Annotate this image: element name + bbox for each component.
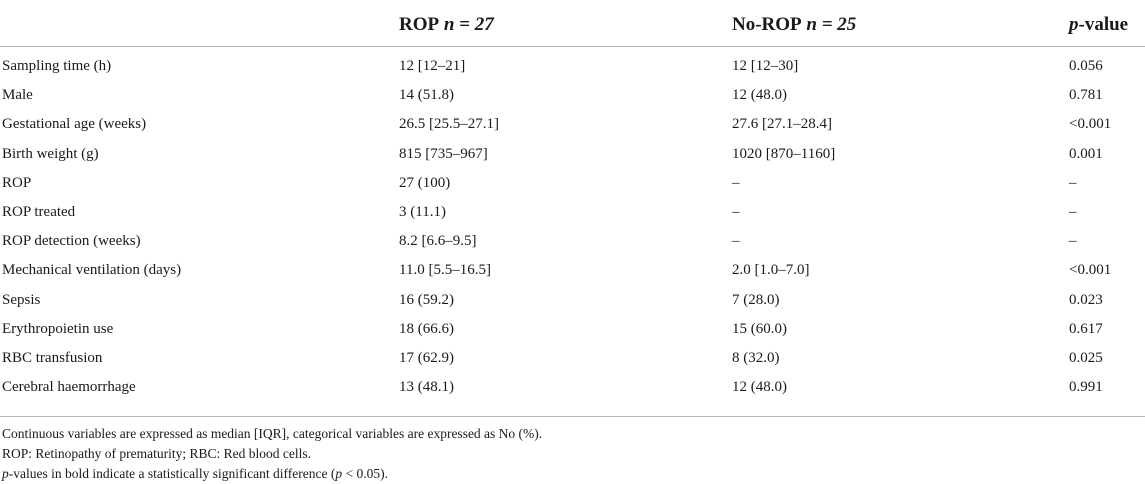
cell-no-rop: 27.6 [27.1–28.4] <box>732 116 832 133</box>
cell-p-value: – <box>1069 203 1077 220</box>
footnote-1: Continuous variables are expressed as me… <box>2 426 543 441</box>
cell-rop: 16 (59.2) <box>399 291 454 308</box>
table-row: Sepsis 16 (59.2) 7 (28.0) 0.023 <box>0 286 1145 315</box>
cell-variable: ROP detection (weeks) <box>2 233 141 250</box>
table-row: Gestational age (weeks) 26.5 [25.5–27.1] 2… <box>0 110 1145 139</box>
cell-p-value: 0.023 <box>1069 291 1103 308</box>
cell-rop: 11.0 [5.5–16.5] <box>399 262 491 279</box>
cell-variable: Erythropoietin use <box>2 320 114 337</box>
footnote-2: ROP: Retinopathy of prematurity; RBC: Re… <box>2 446 311 461</box>
cell-rop: 8.2 [6.6–9.5] <box>399 233 477 250</box>
cell-no-rop: – <box>732 203 740 220</box>
cell-no-rop: 1020 [870–1160] <box>732 145 836 162</box>
cell-rop: 18 (66.6) <box>399 320 454 337</box>
cell-no-rop: 12 (48.0) <box>732 87 787 104</box>
cell-no-rop: 2.0 [1.0–7.0] <box>732 262 810 279</box>
cell-no-rop: 12 [12–30] <box>732 58 799 74</box>
footnote-3: p-values in bold indicate a statisticall… <box>2 466 388 481</box>
cell-rop: 12 [12–21] <box>399 58 466 74</box>
cell-p-value: 0.056 <box>1069 58 1103 74</box>
cell-no-rop: – <box>732 174 740 191</box>
cell-variable: RBC transfusion <box>2 349 103 366</box>
table-header-row: ROP n = 27 No-ROP n = 25 p-value <box>0 0 1145 47</box>
cell-variable: Birth weight (g) <box>2 145 99 162</box>
cell-p-value: 0.991 <box>1069 379 1103 396</box>
cell-variable: Sampling time (h) <box>2 58 112 74</box>
table-row: Cerebral haemorrhage 13 (48.1) 12 (48.0) 0.… <box>0 373 1145 402</box>
table-body: Sampling time (h) 12 [12–21] 12 [12–30] 0.0… <box>0 47 1145 402</box>
cell-no-rop: 15 (60.0) <box>732 320 787 337</box>
cell-p-value: 0.781 <box>1069 87 1103 104</box>
table-row: RBC transfusion 17 (62.9) 8 (32.0) 0.025 <box>0 344 1145 373</box>
cell-no-rop: – <box>732 233 740 250</box>
cell-variable: Sepsis <box>2 291 41 308</box>
cell-p-value: <0.001 <box>1069 262 1112 279</box>
cell-p-value: 0.025 <box>1069 349 1103 366</box>
cell-p-value: 0.617 <box>1069 320 1103 337</box>
cell-p-value: – <box>1069 233 1077 250</box>
cell-variable: Gestational age (weeks) <box>2 116 147 133</box>
table-row: ROP detection (weeks) 8.2 [6.6–9.5] – – <box>0 227 1145 256</box>
table-row: Mechanical ventilation (days) 11.0 [5.5–1… <box>0 256 1145 285</box>
cell-variable: ROP treated <box>2 203 76 220</box>
cell-no-rop: 7 (28.0) <box>732 291 780 308</box>
table-row: Sampling time (h) 12 [12–21] 12 [12–30] 0.0… <box>0 52 1145 81</box>
cell-variable: Male <box>2 87 33 104</box>
cell-rop: 17 (62.9) <box>399 349 454 366</box>
cell-variable: Cerebral haemorrhage <box>2 379 136 396</box>
cell-rop: 3 (11.1) <box>399 203 446 220</box>
table-row: ROP treated 3 (11.1) – – <box>0 198 1145 227</box>
cell-p-value: 0.001 <box>1069 145 1103 162</box>
data-table: ROP n = 27 No-ROP n = 25 p-value Samplin… <box>0 0 1145 402</box>
table-row: Male 14 (51.8) 12 (48.0) 0.781 <box>0 81 1145 110</box>
cell-rop: 26.5 [25.5–27.1] <box>399 116 499 133</box>
header-no-rop: No-ROP n = 25 <box>732 14 857 35</box>
cell-rop: 27 (100) <box>399 174 451 191</box>
cell-p-value: – <box>1069 174 1077 191</box>
cell-rop: 14 (51.8) <box>399 87 454 104</box>
cell-variable: Mechanical ventilation (days) <box>2 262 182 279</box>
cell-rop: 815 [735–967] <box>399 145 488 162</box>
cell-no-rop: 8 (32.0) <box>732 349 780 366</box>
table-row: Birth weight (g) 815 [735–967] 1020 [870–1… <box>0 140 1145 169</box>
cell-rop: 13 (48.1) <box>399 379 454 396</box>
header-rop: ROP n = 27 <box>399 14 494 35</box>
table-row: ROP 27 (100) – – <box>0 169 1145 198</box>
cell-no-rop: 12 (48.0) <box>732 379 787 396</box>
cell-variable: ROP <box>2 174 32 191</box>
table-row: Erythropoietin use 18 (66.6) 15 (60.0) 0.61… <box>0 315 1145 344</box>
footer-rule <box>0 416 1145 417</box>
cell-p-value: <0.001 <box>1069 116 1112 133</box>
header-p-value: p-value <box>1069 14 1129 35</box>
